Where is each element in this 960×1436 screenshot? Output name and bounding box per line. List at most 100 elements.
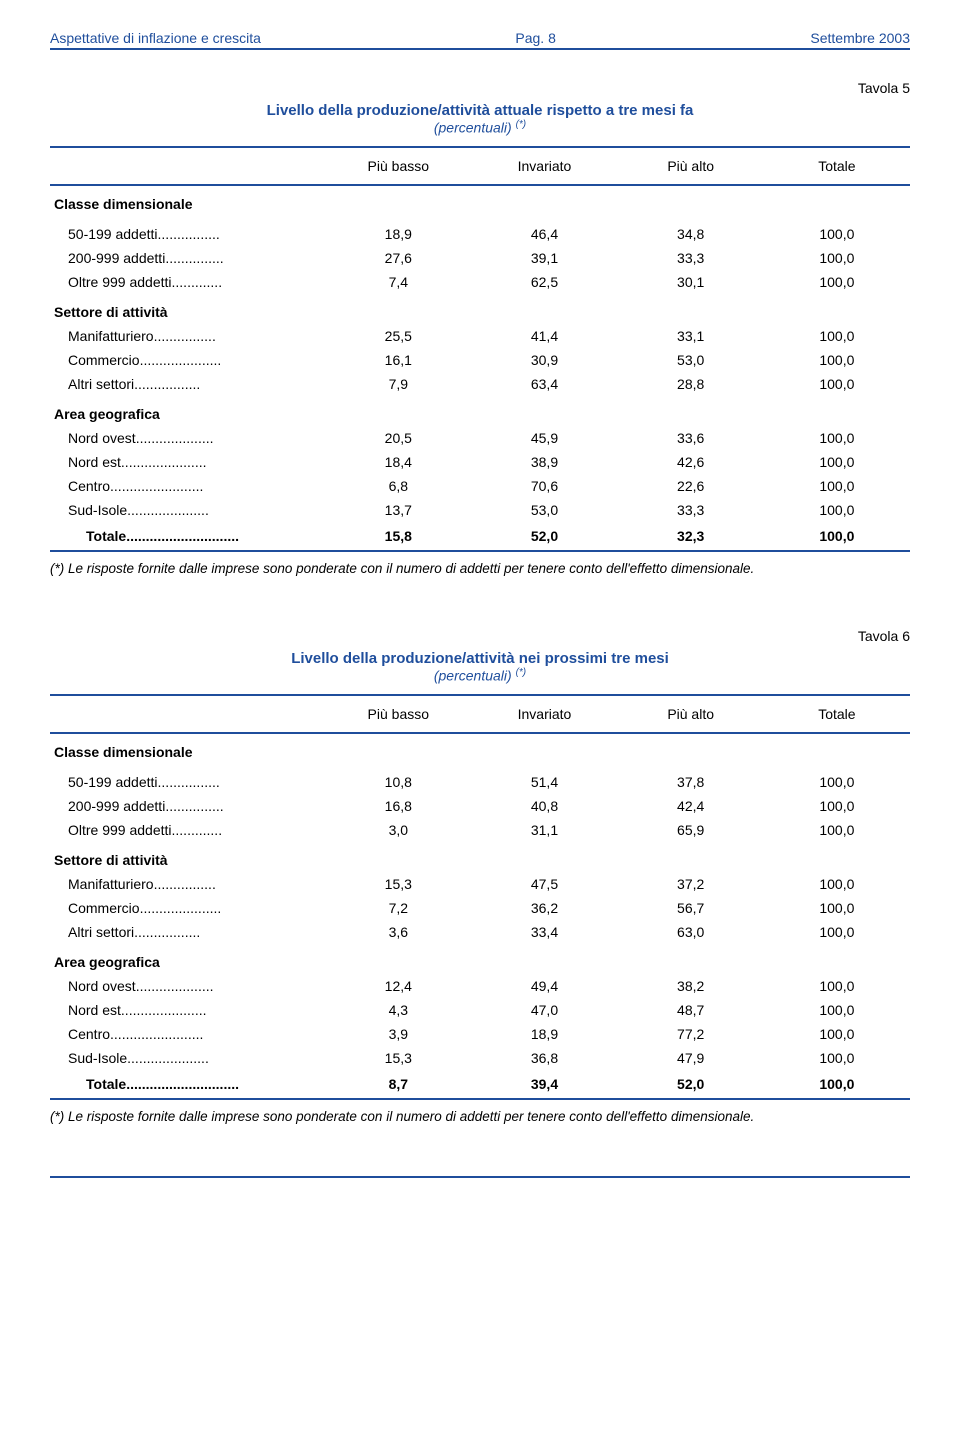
table-6-title: Livello della produzione/attività nei pr… [50, 650, 910, 667]
cell-value: 38,9 [471, 450, 617, 474]
cell-value: 42,6 [618, 450, 764, 474]
cell-value: 7,9 [325, 372, 471, 396]
cell-value: 27,6 [325, 246, 471, 270]
row-label: Oltre 999 addetti............. [50, 818, 325, 842]
cell-value: 56,7 [618, 896, 764, 920]
table-5-total-v3: 100,0 [764, 522, 910, 551]
cell-value: 25,5 [325, 324, 471, 348]
cell-value: 33,3 [618, 498, 764, 522]
table-6-col-3: Totale [764, 695, 910, 733]
cell-value: 100,0 [764, 450, 910, 474]
row-label: Nord est...................... [50, 998, 325, 1022]
cell-value: 30,9 [471, 348, 617, 372]
table-row: Centro........................3,918,977,… [50, 1022, 910, 1046]
table-row: Oltre 999 addetti.............3,031,165,… [50, 818, 910, 842]
cell-value: 100,0 [764, 1022, 910, 1046]
cell-value: 100,0 [764, 222, 910, 246]
table-row: Nord ovest....................12,449,438… [50, 974, 910, 998]
table-row: Sud-Isole.....................13,753,033… [50, 498, 910, 522]
cell-value: 63,0 [618, 920, 764, 944]
row-label: Oltre 999 addetti............. [50, 270, 325, 294]
table-6-total-v0: 8,7 [325, 1070, 471, 1099]
cell-value: 33,1 [618, 324, 764, 348]
cell-value: 18,4 [325, 450, 471, 474]
cell-value: 47,9 [618, 1046, 764, 1070]
cell-value: 53,0 [471, 498, 617, 522]
cell-value: 36,2 [471, 896, 617, 920]
cell-value: 16,8 [325, 794, 471, 818]
cell-value: 100,0 [764, 270, 910, 294]
cell-value: 53,0 [618, 348, 764, 372]
table-6-total-v1: 39,4 [471, 1070, 617, 1099]
cell-value: 33,4 [471, 920, 617, 944]
cell-value: 62,5 [471, 270, 617, 294]
table-row: Oltre 999 addetti.............7,462,530,… [50, 270, 910, 294]
table-5-total-v0: 15,8 [325, 522, 471, 551]
table-5-total-v2: 32,3 [618, 522, 764, 551]
cell-value: 47,5 [471, 872, 617, 896]
cell-value: 70,6 [471, 474, 617, 498]
table-row: Nord ovest....................20,545,933… [50, 426, 910, 450]
row-label: Centro........................ [50, 474, 325, 498]
cell-value: 65,9 [618, 818, 764, 842]
cell-value: 28,8 [618, 372, 764, 396]
table-row: Nord est......................4,347,048,… [50, 998, 910, 1022]
row-label: 50-199 addetti................ [50, 770, 325, 794]
row-label: Commercio..................... [50, 896, 325, 920]
header-left: Aspettative di inflazione e crescita [50, 30, 261, 46]
row-label: Manifatturiero................ [50, 872, 325, 896]
cell-value: 33,3 [618, 246, 764, 270]
table-5-footnote: (*) Le risposte fornite dalle imprese so… [50, 560, 910, 578]
cell-value: 100,0 [764, 498, 910, 522]
cell-value: 3,0 [325, 818, 471, 842]
cell-value: 22,6 [618, 474, 764, 498]
table-6-subtitle: (percentuali) (*) [50, 667, 910, 684]
cell-value: 18,9 [325, 222, 471, 246]
cell-value: 7,2 [325, 896, 471, 920]
cell-value: 6,8 [325, 474, 471, 498]
cell-value: 37,8 [618, 770, 764, 794]
table-6-col-0: Più basso [325, 695, 471, 733]
table-6-total-row: Totale............................. 8,7 … [50, 1070, 910, 1099]
cell-value: 30,1 [618, 270, 764, 294]
tavola-5-label: Tavola 5 [50, 80, 910, 96]
table-row: Nord est......................18,438,942… [50, 450, 910, 474]
row-label: Commercio..................... [50, 348, 325, 372]
cell-value: 100,0 [764, 872, 910, 896]
row-label: Sud-Isole..................... [50, 1046, 325, 1070]
table-6-col-1: Invariato [471, 695, 617, 733]
table-5-total-v1: 52,0 [471, 522, 617, 551]
cell-value: 41,4 [471, 324, 617, 348]
row-label: Altri settori................. [50, 920, 325, 944]
cell-value: 63,4 [471, 372, 617, 396]
table-row: Commercio.....................16,130,953… [50, 348, 910, 372]
section-label: Classe dimensionale [50, 733, 910, 770]
table-5-total-label: Totale [86, 528, 126, 544]
table-5-col-2: Più alto [618, 147, 764, 185]
cell-value: 7,4 [325, 270, 471, 294]
cell-value: 18,9 [471, 1022, 617, 1046]
cell-value: 100,0 [764, 770, 910, 794]
header-right: Settembre 2003 [810, 30, 910, 46]
cell-value: 15,3 [325, 872, 471, 896]
table-6-col-2: Più alto [618, 695, 764, 733]
table-6: Più basso Invariato Più alto Totale Clas… [50, 694, 910, 1100]
cell-value: 36,8 [471, 1046, 617, 1070]
cell-value: 100,0 [764, 324, 910, 348]
table-row: Altri settori.................7,963,428,… [50, 372, 910, 396]
cell-value: 12,4 [325, 974, 471, 998]
table-row: 200-999 addetti...............27,639,133… [50, 246, 910, 270]
table-5-title: Livello della produzione/attività attual… [50, 102, 910, 119]
cell-value: 20,5 [325, 426, 471, 450]
row-label: Centro........................ [50, 1022, 325, 1046]
cell-value: 100,0 [764, 372, 910, 396]
table-5-col-0: Più basso [325, 147, 471, 185]
cell-value: 49,4 [471, 974, 617, 998]
table-row: Manifatturiero................25,541,433… [50, 324, 910, 348]
cell-value: 10,8 [325, 770, 471, 794]
section-label: Settore di attività [50, 294, 910, 324]
cell-value: 100,0 [764, 896, 910, 920]
cell-value: 100,0 [764, 348, 910, 372]
row-label: Altri settori................. [50, 372, 325, 396]
row-label: Nord est...................... [50, 450, 325, 474]
